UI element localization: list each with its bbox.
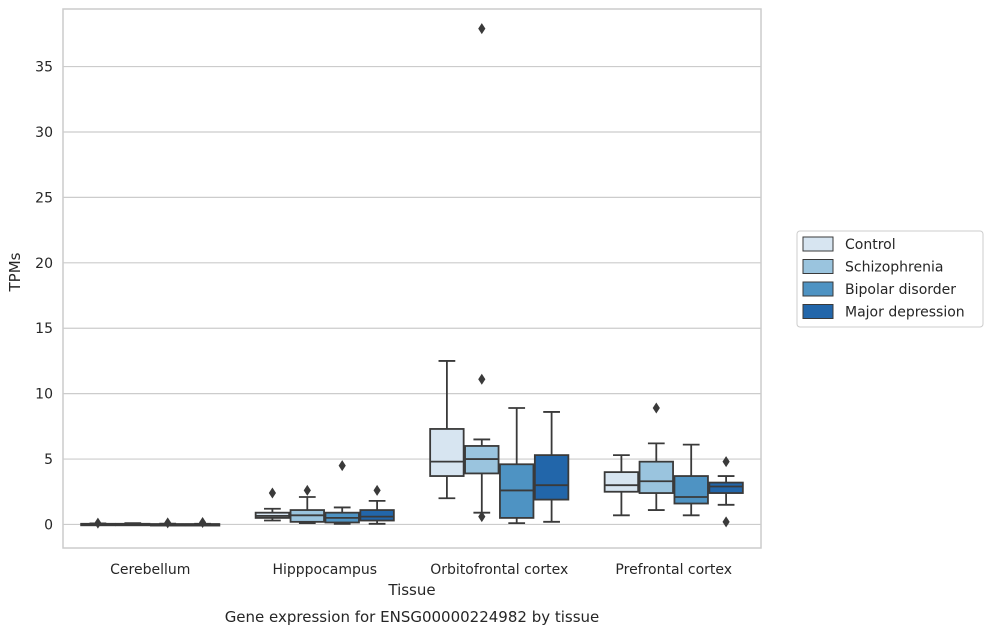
box-1-3-body (638, 460, 674, 494)
box-2-0-flier-0 (164, 517, 172, 529)
box-1-2-flier-1 (478, 511, 486, 523)
box-2-1-flier-0 (338, 460, 346, 472)
x-axis-title: Tissue (387, 581, 435, 599)
y-tick-label-25: 25 (35, 190, 53, 206)
legend-label-0: Control (845, 237, 896, 253)
y-tick-label-10: 10 (35, 387, 53, 403)
legend-label-3: Major depression (845, 305, 965, 321)
legend-swatch-1 (802, 259, 834, 274)
y-tick-label-30: 30 (35, 125, 53, 141)
legend-swatch-2 (802, 281, 834, 297)
box-2-3-body (673, 475, 709, 505)
box-0-1-flier-0 (268, 487, 276, 499)
y-tick-label-0: 0 (44, 517, 53, 533)
y-tick-label-5: 5 (44, 452, 53, 468)
box-1-3-flier-0 (652, 402, 660, 414)
box-3-1-flier-0 (373, 484, 381, 496)
box-0-3-body (603, 471, 640, 493)
chart-caption: Gene expression for ENSG00000224982 by t… (225, 608, 600, 626)
legend-swatch-3 (802, 304, 834, 319)
y-tick-label-20: 20 (35, 256, 53, 272)
x-tick-label-2: Orbitofrontal cortex (430, 562, 568, 578)
series-schizophrenia (115, 23, 674, 527)
grid-lines (63, 65, 761, 526)
box-3-3-flier-0 (722, 456, 730, 468)
y-tick-label-15: 15 (35, 321, 53, 337)
box-3-1-body (359, 509, 395, 522)
box-3-3-flier-1 (722, 516, 730, 528)
series-bipolar-disorder (150, 407, 709, 529)
box-1-2-flier-0 (478, 373, 486, 385)
box-series (80, 23, 744, 529)
box-3-3-body (708, 481, 744, 494)
x-tick-label-0: Cerebellum (110, 562, 190, 578)
x-axis-ticks: Cerebellum Hipppocampus Orbitofrontal cort… (110, 562, 732, 578)
plot-frame (62, 8, 762, 549)
box-3-2-body (533, 454, 570, 501)
x-tick-label-1: Hipppocampus (272, 562, 377, 578)
y-axis-title: TPMs (6, 252, 24, 292)
legend-swatch-0 (802, 236, 834, 252)
box-1-1-flier-0 (303, 484, 311, 496)
series-control (80, 360, 640, 529)
legend-label-2: Bipolar disorder (845, 282, 956, 298)
y-tick-label-35: 35 (35, 60, 53, 76)
legend-frame (796, 230, 984, 328)
legend-label-1: Schizophrenia (845, 260, 943, 276)
y-axis-ticks: 0 5 10 15 20 25 30 35 (35, 60, 53, 534)
box-0-0-flier-0 (94, 517, 102, 529)
x-tick-label-3: Prefrontal cortex (615, 562, 732, 578)
box-0-2-body (429, 428, 465, 477)
legend: Control Schizophrenia Bipolar disorder Majo… (796, 230, 984, 328)
series-major-depression (184, 411, 744, 528)
box-3-0-flier-0 (199, 516, 207, 528)
box-1-2-flier-2 (478, 23, 486, 35)
